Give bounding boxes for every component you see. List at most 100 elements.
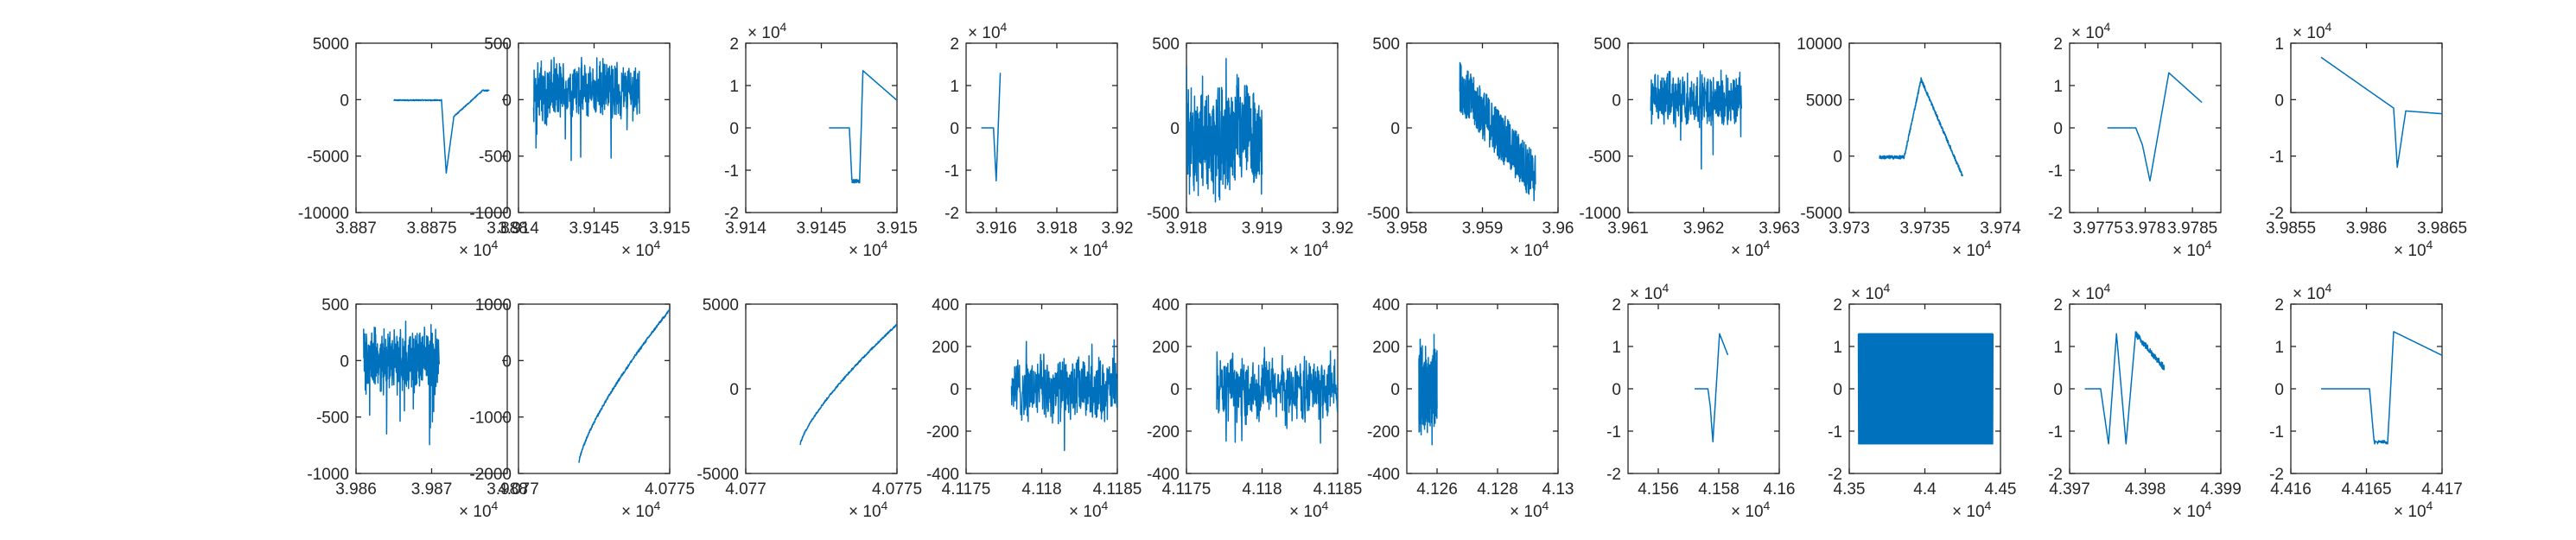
y-tick-label: -200: [1147, 423, 1180, 442]
y-tick-label: 10000: [1797, 35, 1842, 54]
x-tick-label: 4.118: [1021, 480, 1061, 499]
x-exponent-label: × 104: [1510, 238, 1549, 260]
y-exponent-label: × 104: [2293, 20, 2332, 42]
y-tick-label: -2: [724, 205, 739, 223]
subplot-14: 4.1175 4.118 4.1185 -400 -200 0 200 400 × 104: [926, 296, 1142, 521]
x-tick-label: 4.0775: [872, 480, 922, 499]
x-exponent-label: × 104: [1952, 238, 1992, 260]
subplot-20: 4.416 4.4165 4.417 -2 -1 0 1 2 × 104 × 104: [2269, 281, 2463, 521]
x-tick-label: 3.918: [1036, 219, 1078, 238]
x-tick-label: 3.962: [1683, 219, 1725, 238]
axes-frame: [2290, 42, 2443, 213]
series-line: [1216, 346, 1338, 444]
x-tick-label: 3.92: [1102, 219, 1134, 238]
y-tick-label: -5000: [1800, 205, 1842, 223]
y-tick-label: 2: [2274, 296, 2284, 314]
y-tick-label: -400: [926, 466, 959, 484]
series-line: [2320, 331, 2442, 445]
x-tick-label: 3.9145: [569, 219, 619, 238]
x-tick-label: 3.988: [487, 480, 528, 499]
x-tick-label: 3.9785: [2167, 219, 2217, 238]
x-exponent-label: × 104: [1731, 238, 1771, 260]
subplot-3: 3.914 3.9145 3.915 -2 -1 0 1 2 × 104 × 104: [724, 20, 918, 260]
x-tick-label: 3.9855: [2266, 219, 2316, 238]
y-tick-label: 0: [340, 92, 349, 110]
subplot-10: 3.9855 3.986 3.9865 -2 -1 0 1 × 104 × 104: [2266, 20, 2467, 260]
x-tick-label: 3.914: [498, 219, 539, 238]
y-tick-label: 500: [1152, 35, 1180, 54]
y-exponent-label: × 104: [2071, 281, 2111, 303]
x-tick-label: 3.92: [1322, 219, 1354, 238]
y-tick-label: -500: [1147, 205, 1180, 223]
x-exponent-label: × 104: [1069, 238, 1109, 260]
subplot-6: 3.958 3.959 3.96 -500 0 500 × 104: [1367, 35, 1574, 260]
x-exponent-label: × 104: [621, 499, 661, 521]
y-tick-label: 2: [950, 35, 959, 54]
y-exponent-label: × 104: [747, 20, 787, 42]
y-tick-label: -2: [1828, 466, 1842, 484]
x-tick-label: 4.118: [1242, 480, 1282, 499]
y-tick-label: -1000: [307, 466, 349, 484]
x-exponent-label: × 104: [1289, 238, 1329, 260]
subplot-19: 4.397 4.398 4.399 -2 -1 0 1 2 × 104 × 104: [2048, 281, 2242, 521]
y-tick-label: 0: [1390, 381, 1400, 399]
y-tick-label: 500: [1372, 35, 1400, 54]
y-tick-label: 2: [2053, 35, 2063, 54]
x-tick-label: 3.916: [976, 219, 1017, 238]
y-tick-label: 500: [484, 35, 512, 54]
subplot-11: 3.986 3.987 3.988 -1000 -500 0 500 × 104: [307, 296, 527, 521]
y-tick-label: 5000: [703, 296, 739, 314]
y-tick-label: 5000: [313, 35, 349, 54]
x-tick-label: 3.961: [1607, 219, 1649, 238]
y-tick-label: -1: [2048, 162, 2063, 181]
y-tick-label: -2: [2269, 466, 2284, 484]
y-tick-label: 0: [1612, 381, 1621, 399]
y-exponent-label: × 104: [968, 20, 1008, 42]
x-tick-label: 4.128: [1477, 480, 1518, 499]
y-tick-label: 0: [1170, 120, 1180, 138]
y-tick-label: -10000: [298, 205, 349, 223]
x-tick-label: 4.077: [498, 480, 539, 499]
x-exponent-label: × 104: [2394, 238, 2433, 260]
series-line: [1186, 58, 1263, 203]
x-tick-label: 4.158: [1698, 480, 1740, 499]
x-exponent-label: × 104: [2394, 499, 2433, 521]
series-line: [1879, 77, 1963, 177]
subplot-4: 3.916 3.918 3.92 -2 -1 0 1 2 × 104 × 104: [945, 20, 1133, 260]
series-line: [578, 309, 670, 463]
y-tick-label: 0: [729, 381, 739, 399]
subplot-18: 4.35 4.4 4.45 -2 -1 0 1 2 × 104 × 104: [1828, 281, 2016, 521]
axes-frame: [518, 42, 671, 213]
y-tick-label: -400: [1367, 466, 1400, 484]
subplot-17: 4.156 4.158 4.16 -2 -1 0 1 2 × 104 × 104: [1606, 281, 1795, 521]
x-tick-label: 3.918: [1166, 219, 1207, 238]
x-tick-label: 4.416: [2270, 480, 2312, 499]
y-tick-label: 2: [2053, 296, 2063, 314]
x-exponent-label: × 104: [1731, 499, 1771, 521]
x-tick-label: 3.9735: [1899, 219, 1949, 238]
y-tick-label: 400: [1372, 296, 1400, 314]
y-tick-label: -1000: [1579, 205, 1621, 223]
y-tick-label: -200: [926, 423, 959, 442]
x-tick-label: 4.077: [725, 480, 766, 499]
y-exponent-label: × 104: [1851, 281, 1891, 303]
y-tick-label: 1: [2053, 78, 2063, 96]
y-tick-label: -1000: [469, 410, 512, 428]
y-tick-label: 0: [502, 92, 512, 110]
subplot-9: 3.9775 3.978 3.9785 -2 -1 0 1 2 × 104 × 104: [2048, 20, 2222, 260]
subplot-8: 3.973 3.9735 3.974 -5000 0 5000 10000 × 104: [1797, 35, 2021, 260]
x-tick-label: 4.397: [2049, 480, 2090, 499]
x-tick-label: 4.1175: [942, 480, 991, 499]
series-line: [363, 321, 441, 446]
series-line: [2083, 331, 2166, 445]
y-tick-label: -5000: [696, 466, 739, 484]
x-tick-label: 4.16: [1764, 480, 1796, 499]
y-tick-label: 1: [2274, 35, 2284, 54]
y-tick-label: 0: [950, 381, 959, 399]
y-tick-label: 0: [340, 353, 349, 371]
y-tick-label: -1: [2048, 423, 2063, 442]
x-exponent-label: × 104: [2172, 238, 2212, 260]
series-line: [980, 73, 1002, 182]
y-tick-label: -500: [479, 149, 512, 167]
